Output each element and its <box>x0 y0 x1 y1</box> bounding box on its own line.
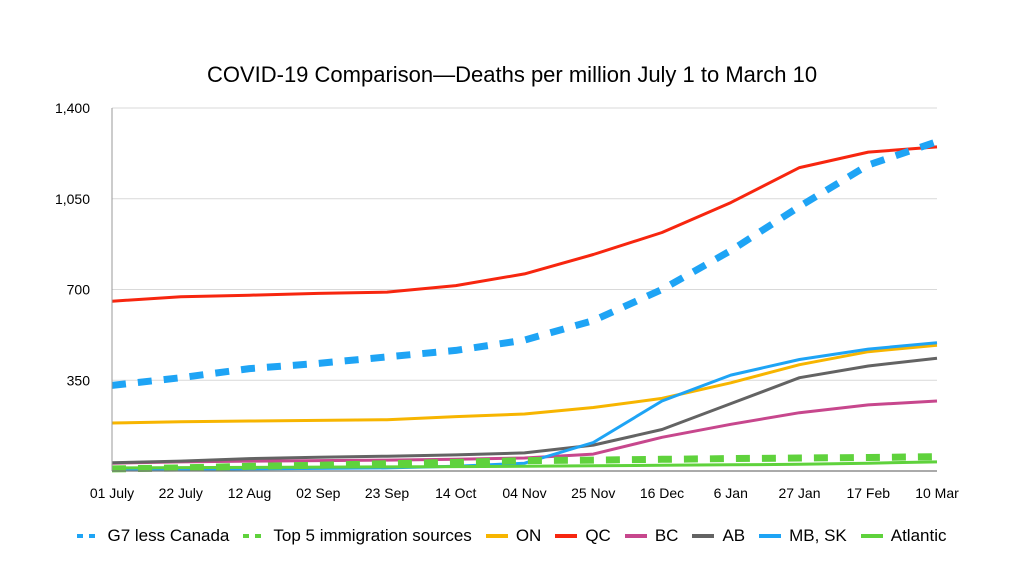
legend-label: QC <box>585 526 611 545</box>
x-tick-label: 02 Sep <box>296 485 341 501</box>
legend-item: Atlantic <box>860 526 947 546</box>
legend-swatch <box>759 534 782 538</box>
x-tick-label: 27 Jan <box>778 485 820 501</box>
x-tick-label: 04 Nov <box>502 485 546 501</box>
x-tick-label: 23 Sep <box>365 485 410 501</box>
series-qc <box>111 145 938 303</box>
legend-label: MB, SK <box>789 526 847 545</box>
legend-item: BC <box>624 526 679 546</box>
gridlines <box>112 107 937 381</box>
x-tick-label: 6 Jan <box>714 485 748 501</box>
legend-swatch <box>77 534 99 538</box>
legend-item: Top 5 immigration sources <box>243 526 472 546</box>
legend-label: Atlantic <box>890 526 947 545</box>
legend-label: AB <box>722 526 746 545</box>
legend-label: ON <box>515 526 542 545</box>
x-tick-label: 25 Nov <box>571 485 615 501</box>
legend-swatch <box>860 534 883 538</box>
y-tick-labels: 1,400 1,050 700 350 <box>55 100 90 388</box>
legend-swatch <box>624 534 647 538</box>
legend-label: G7 less Canada <box>107 526 230 545</box>
x-tick-label: 12 Aug <box>228 485 272 501</box>
legend-item: AB <box>692 526 745 546</box>
x-tick-labels: 01 July 22 July 12 Aug 02 Sep 23 Sep 14 Oct 04… <box>90 485 959 501</box>
legend-swatch <box>485 534 508 538</box>
legend-label: Top 5 immigration sources <box>273 526 472 545</box>
series-g7-less-canada <box>111 138 939 389</box>
x-tick-label: 17 Feb <box>846 485 890 501</box>
chart-title: COVID-19 Comparison—Deaths per million J… <box>207 62 817 87</box>
legend-label: BC <box>654 526 679 545</box>
x-tick-label: 10 Mar <box>915 485 959 501</box>
legend-item: ON <box>485 526 542 546</box>
series-ab <box>111 356 938 465</box>
x-tick-label: 14 Oct <box>435 485 476 501</box>
legend-item: G7 less Canada <box>77 526 229 546</box>
y-tick-label: 1,050 <box>55 191 90 207</box>
legend-item: QC <box>555 526 611 546</box>
legend: G7 less Canada Top 5 immigration sources O… <box>0 526 1024 546</box>
y-tick-label: 1,400 <box>55 100 90 116</box>
legend-swatch <box>692 534 715 538</box>
x-tick-label: 22 July <box>159 485 203 501</box>
x-tick-label: 01 July <box>90 485 134 501</box>
series-top-5-immigration-sources <box>111 453 938 473</box>
y-tick-label: 350 <box>67 372 91 388</box>
legend-swatch <box>243 534 265 538</box>
series-bc <box>111 399 938 465</box>
y-tick-label: 700 <box>67 282 91 298</box>
legend-item: MB, SK <box>759 526 847 546</box>
series-lines <box>111 138 939 473</box>
x-tick-label: 16 Dec <box>640 485 684 501</box>
legend-swatch <box>555 534 578 538</box>
